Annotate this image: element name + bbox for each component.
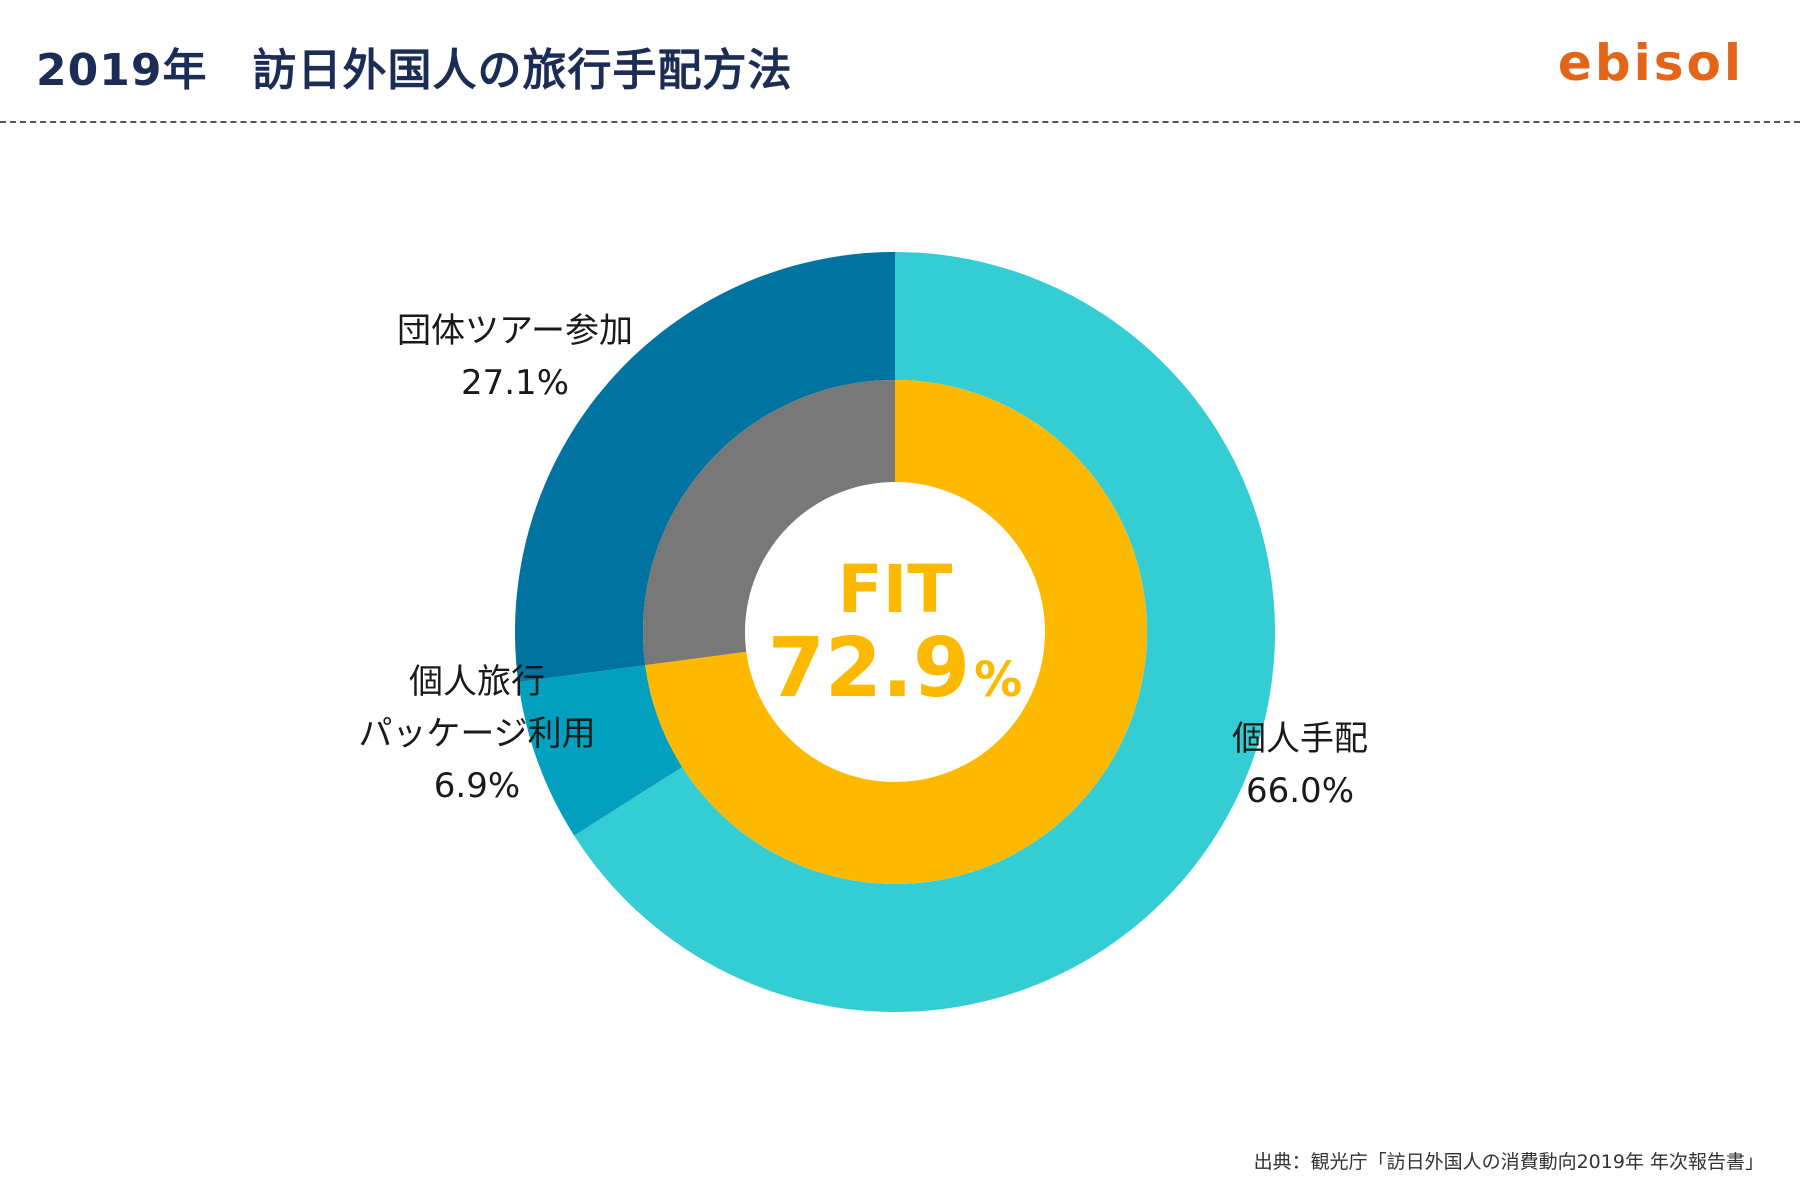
inner-slice-1 — [645, 380, 1147, 884]
outer-ring — [515, 252, 1275, 1012]
slice-label-1: 個人手配 66.0% — [1232, 719, 1368, 811]
inner-slice-2 — [643, 380, 895, 666]
page-title: 2019年 訪日外国人の旅行手配方法 — [36, 45, 793, 96]
inner-ring — [643, 380, 1147, 884]
outer-slice-2 — [518, 665, 683, 836]
slice-label-2: 個人旅行パッケージ利用 6.9% — [358, 662, 595, 806]
center-value: 72.9% — [768, 621, 1022, 716]
brand-logo: ebisol — [1557, 34, 1744, 92]
header-divider — [0, 121, 1800, 123]
slice-label-3: 団体ツアー参加 27.1% — [397, 311, 633, 403]
source-note: 出典：観光庁「訪日外国人の消費動向2019年 年次報告書」 — [1253, 1151, 1764, 1173]
outer-slice-1 — [574, 252, 1275, 1012]
outer-labels: 個人手配 66.0% 個人旅行パッケージ利用 6.9% 団体ツアー参加 27.1% — [358, 311, 1368, 811]
center-label: FIT — [838, 551, 953, 628]
outer-slice-3 — [515, 252, 895, 682]
